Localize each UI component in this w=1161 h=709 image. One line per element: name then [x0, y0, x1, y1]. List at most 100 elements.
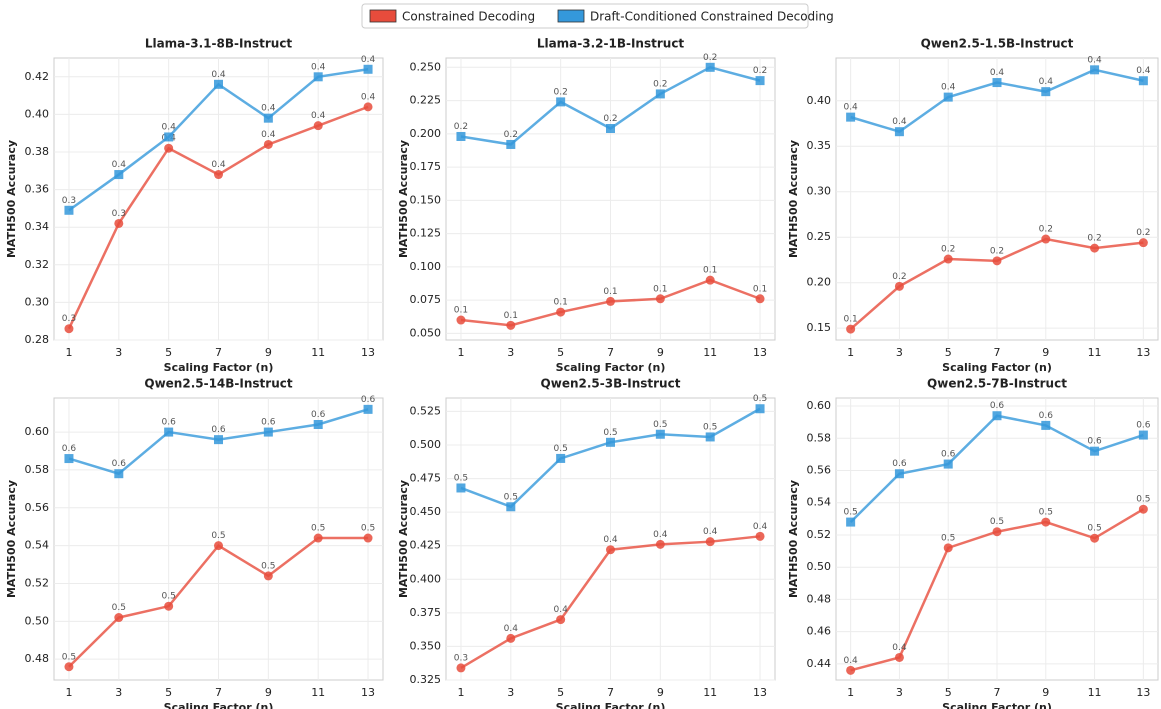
value-label: 0.5	[1087, 524, 1101, 534]
point-marker	[114, 469, 124, 479]
point-marker	[456, 131, 466, 141]
chart-title: Llama-3.1-8B-Instruct	[145, 37, 293, 51]
point-marker	[1041, 517, 1051, 527]
x-tick-label: 1	[847, 686, 854, 699]
value-label: 0.2	[603, 114, 617, 124]
y-tick-label: 0.42	[25, 70, 50, 83]
value-label: 0.4	[603, 535, 618, 545]
value-label: 0.6	[990, 401, 1005, 411]
value-label: 0.4	[1136, 66, 1151, 76]
value-label: 0.1	[703, 266, 717, 276]
y-axis-label: MATH500 Accuracy	[397, 140, 410, 258]
point-marker	[214, 79, 223, 89]
point-marker	[164, 427, 174, 437]
point-marker	[263, 571, 273, 581]
value-label: 0.2	[454, 122, 468, 132]
point-marker	[943, 92, 953, 102]
y-tick-label: 0.200	[410, 127, 442, 140]
point-marker	[164, 143, 174, 153]
point-marker	[846, 112, 856, 122]
point-marker	[943, 459, 953, 469]
value-label: 0.2	[703, 53, 717, 63]
x-tick-label: 5	[165, 686, 172, 699]
point-marker	[755, 294, 765, 304]
x-tick-label: 7	[994, 346, 1001, 359]
point-marker	[1090, 243, 1100, 253]
y-tick-label: 0.34	[25, 220, 50, 233]
value-label: 0.5	[653, 420, 667, 430]
value-label: 0.5	[62, 652, 76, 662]
value-label: 0.6	[211, 425, 226, 435]
x-tick-label: 13	[361, 686, 375, 699]
point-marker	[506, 502, 516, 512]
value-label: 0.2	[892, 272, 906, 282]
x-tick-label: 11	[703, 686, 717, 699]
value-label: 0.4	[843, 103, 858, 113]
point-marker	[313, 533, 323, 543]
y-tick-label: 0.500	[410, 438, 442, 451]
point-marker	[1090, 446, 1100, 456]
value-label: 0.3	[454, 653, 468, 663]
x-axis-label: Scaling Factor (n)	[164, 361, 274, 374]
point-marker	[655, 429, 665, 439]
x-tick-label: 13	[753, 346, 767, 359]
x-tick-label: 7	[215, 346, 222, 359]
value-label: 0.4	[753, 522, 768, 532]
value-label: 0.4	[1087, 55, 1102, 65]
y-tick-label: 0.475	[410, 472, 442, 485]
point-marker	[114, 613, 124, 623]
y-tick-label: 0.50	[807, 560, 832, 573]
x-tick-label: 7	[607, 686, 614, 699]
x-tick-label: 1	[847, 346, 854, 359]
point-marker	[992, 527, 1002, 537]
y-tick-label: 0.150	[410, 193, 442, 206]
value-label: 0.5	[843, 508, 857, 518]
y-tick-label: 0.375	[410, 606, 442, 619]
value-label: 0.5	[1039, 508, 1053, 518]
x-tick-label: 1	[65, 686, 72, 699]
value-label: 0.6	[261, 418, 276, 428]
point-marker	[363, 102, 373, 112]
point-marker	[894, 281, 904, 291]
value-label: 0.4	[361, 92, 376, 102]
value-label: 0.1	[753, 284, 767, 294]
point-marker	[214, 170, 223, 180]
x-tick-label: 5	[557, 686, 564, 699]
point-marker	[64, 662, 74, 672]
value-label: 0.5	[161, 592, 175, 602]
y-tick-label: 0.40	[807, 94, 832, 107]
point-marker	[556, 615, 566, 625]
x-tick-label: 11	[1088, 686, 1102, 699]
value-label: 0.4	[553, 605, 568, 615]
chart-title: Qwen2.5-1.5B-Instruct	[921, 37, 1074, 51]
value-label: 0.4	[990, 68, 1005, 78]
point-marker	[943, 254, 953, 264]
value-label: 0.4	[703, 527, 718, 537]
y-axis-label: MATH500 Accuracy	[5, 480, 18, 598]
point-marker	[506, 633, 516, 643]
y-tick-label: 0.350	[410, 639, 442, 652]
legend-label: Constrained Decoding	[402, 10, 535, 24]
y-tick-label: 0.56	[807, 464, 832, 477]
chart-title: Qwen2.5-7B-Instruct	[927, 377, 1067, 391]
point-marker	[1138, 504, 1148, 514]
value-label: 0.2	[941, 245, 955, 255]
y-tick-label: 0.32	[25, 258, 50, 271]
point-marker	[64, 205, 74, 215]
x-tick-label: 11	[311, 686, 325, 699]
value-label: 0.4	[1039, 77, 1054, 87]
point-marker	[313, 419, 323, 429]
point-marker	[64, 324, 74, 334]
point-marker	[263, 427, 273, 437]
x-tick-label: 1	[457, 346, 464, 359]
y-tick-label: 0.60	[807, 399, 832, 412]
point-marker	[64, 454, 74, 464]
x-tick-label: 3	[115, 686, 122, 699]
value-label: 0.6	[1087, 437, 1102, 447]
value-label: 0.5	[1136, 495, 1150, 505]
point-marker	[1090, 533, 1100, 543]
value-label: 0.2	[1039, 225, 1053, 235]
point-marker	[894, 652, 904, 662]
x-tick-label: 11	[311, 346, 325, 359]
